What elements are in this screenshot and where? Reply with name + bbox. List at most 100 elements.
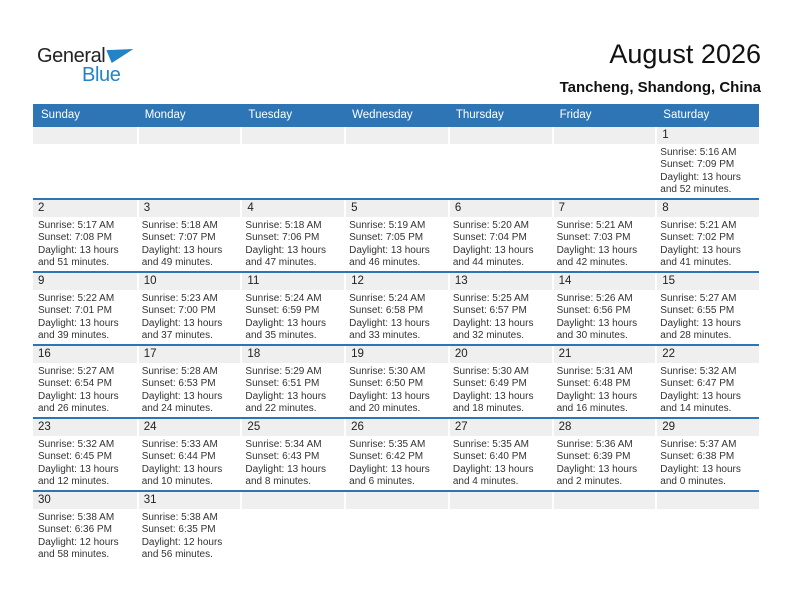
detail-line: Daylight: 13 hours [452, 317, 534, 329]
calendar-day-cell: 31 Sunrise: 5:38 AM Sunset: 6:35 PM Dayligh… [136, 492, 241, 563]
detail-line: Daylight: 13 hours [141, 463, 223, 475]
general-blue-logo: General Blue [37, 46, 134, 85]
weekday-header-thursday: Thursday [455, 108, 504, 121]
day-details: Sunrise: 5:35 AM Sunset: 6:42 PM Daylight:… [344, 436, 448, 489]
detail-line: Sunrise: 5:35 AM [349, 439, 426, 450]
detail-line: Sunrise: 5:18 AM [141, 220, 218, 231]
day-number: 18 [240, 346, 345, 363]
detail-line: Sunset: 6:36 PM [38, 524, 112, 536]
detail-line: and 26 minutes. [38, 403, 110, 415]
calendar-day-cell: 20 Sunrise: 5:30 AM Sunset: 6:49 PM Dayligh… [447, 346, 552, 417]
detail-line: and 33 minutes. [349, 330, 421, 342]
detail-line: and 32 minutes. [452, 330, 525, 342]
detail-line: and 56 minutes. [141, 549, 213, 561]
weekday-header-monday: Monday [144, 108, 186, 121]
calendar-empty-cell [551, 492, 656, 563]
weekday-header-row: Sunday Monday Tuesday Wednesday Thursday Frid… [33, 104, 759, 125]
day-details: Sunrise: 5:35 AM Sunset: 6:40 PM Daylight:… [448, 436, 552, 489]
detail-line: and 49 minutes. [141, 257, 213, 269]
day-details: Sunrise: 5:17 AM Sunset: 7:08 PM Daylight:… [33, 217, 137, 270]
day-details: Sunrise: 5:25 AM Sunset: 6:57 PM Daylight:… [448, 290, 552, 343]
day-details: Sunrise: 5:30 AM Sunset: 6:50 PM Daylight:… [344, 363, 448, 416]
detail-line: Daylight: 12 hours [38, 536, 119, 548]
detail-line: and 35 minutes. [245, 330, 317, 342]
detail-line: Daylight: 13 hours [556, 317, 638, 329]
day-details: Sunrise: 5:34 AM Sunset: 6:43 PM Daylight:… [240, 436, 344, 489]
detail-line: Daylight: 13 hours [349, 244, 430, 256]
calendar-day-cell: 19 Sunrise: 5:30 AM Sunset: 6:50 PM Dayligh… [344, 346, 448, 417]
day-details: Sunrise: 5:38 AM Sunset: 6:35 PM Daylight:… [137, 509, 241, 562]
detail-line: Daylight: 13 hours [452, 463, 534, 475]
detail-line: Daylight: 13 hours [452, 244, 534, 256]
day-details: Sunrise: 5:19 AM Sunset: 7:05 PM Daylight:… [344, 217, 448, 270]
day-number [655, 492, 759, 509]
detail-line: Daylight: 13 hours [245, 317, 327, 329]
detail-line: Sunrise: 5:27 AM [38, 366, 115, 377]
calendar-day-cell: 16 Sunrise: 5:27 AM Sunset: 6:54 PM Dayligh… [33, 346, 137, 417]
calendar-empty-cell [240, 492, 345, 563]
detail-line: and 4 minutes. [452, 476, 519, 488]
day-number: 1 [655, 127, 759, 144]
detail-line: Sunset: 6:58 PM [349, 305, 424, 317]
calendar-day-cell: 15 Sunrise: 5:27 AM Sunset: 6:55 PM Dayligh… [655, 273, 759, 344]
calendar-empty-cell [447, 127, 552, 198]
day-details: Sunrise: 5:38 AM Sunset: 6:36 PM Daylight:… [33, 509, 137, 562]
detail-line: Daylight: 13 hours [556, 390, 638, 402]
detail-line: Sunset: 6:42 PM [349, 451, 424, 463]
day-number: 13 [447, 273, 552, 290]
detail-line: Daylight: 13 hours [349, 390, 430, 402]
day-number: 26 [344, 419, 448, 436]
calendar-empty-cell [136, 127, 241, 198]
detail-line: Sunrise: 5:26 AM [556, 293, 633, 304]
week-row: 2 Sunrise: 5:17 AM Sunset: 7:08 PM Daylight… [33, 198, 759, 271]
detail-line: Sunset: 7:05 PM [349, 232, 424, 244]
detail-line: Daylight: 13 hours [245, 244, 327, 256]
weekday-header-saturday: Saturday [663, 108, 710, 121]
day-number [240, 492, 345, 509]
detail-line: Sunset: 6:54 PM [38, 378, 112, 390]
calendar-day-cell: 9 Sunrise: 5:22 AM Sunset: 7:01 PM Daylight… [33, 273, 137, 344]
detail-line: Sunrise: 5:31 AM [556, 366, 633, 377]
detail-line: and 8 minutes. [245, 476, 312, 488]
detail-line: Sunrise: 5:37 AM [660, 439, 737, 450]
detail-line: Sunset: 6:45 PM [38, 451, 112, 463]
calendar-day-cell: 4 Sunrise: 5:18 AM Sunset: 7:06 PM Daylight… [240, 200, 345, 271]
detail-line: Daylight: 13 hours [660, 317, 741, 329]
detail-line: and 51 minutes. [38, 257, 110, 269]
day-number: 23 [33, 419, 137, 436]
detail-line: Sunrise: 5:38 AM [38, 512, 115, 523]
detail-line: Sunset: 6:57 PM [452, 305, 527, 317]
detail-line: Sunrise: 5:32 AM [660, 366, 737, 377]
day-details: Sunrise: 5:16 AM Sunset: 7:09 PM Daylight:… [655, 144, 759, 197]
calendar-day-cell: 3 Sunrise: 5:18 AM Sunset: 7:07 PM Daylight… [136, 200, 241, 271]
calendar-empty-cell [33, 127, 137, 198]
day-number [447, 492, 552, 509]
detail-line: Daylight: 13 hours [141, 317, 223, 329]
detail-line: Sunset: 7:02 PM [660, 232, 735, 244]
day-details: Sunrise: 5:29 AM Sunset: 6:51 PM Daylight:… [240, 363, 344, 416]
day-details: Sunrise: 5:27 AM Sunset: 6:54 PM Daylight:… [33, 363, 137, 416]
detail-line: Sunset: 6:40 PM [452, 451, 527, 463]
day-details: Sunrise: 5:18 AM Sunset: 7:07 PM Daylight:… [137, 217, 241, 270]
weekday-header-wednesday: Wednesday [352, 108, 413, 121]
calendar-day-cell: 12 Sunrise: 5:24 AM Sunset: 6:58 PM Dayligh… [344, 273, 448, 344]
detail-line: Sunset: 6:39 PM [556, 451, 631, 463]
detail-line: Sunset: 6:59 PM [245, 305, 320, 317]
detail-line: Sunset: 7:07 PM [141, 232, 216, 244]
detail-line: Sunrise: 5:30 AM [452, 366, 529, 377]
detail-line: and 2 minutes. [556, 476, 623, 488]
detail-line: Daylight: 13 hours [349, 463, 430, 475]
day-details: Sunrise: 5:37 AM Sunset: 6:38 PM Daylight:… [655, 436, 759, 489]
detail-line: Daylight: 13 hours [349, 317, 430, 329]
detail-line: Sunrise: 5:29 AM [245, 366, 322, 377]
detail-line: Sunrise: 5:17 AM [38, 220, 115, 231]
day-number: 21 [551, 346, 656, 363]
day-number: 7 [551, 200, 656, 217]
day-number: 31 [136, 492, 241, 509]
detail-line: Daylight: 13 hours [141, 390, 223, 402]
detail-line: Sunrise: 5:38 AM [141, 512, 218, 523]
detail-line: Daylight: 13 hours [660, 390, 741, 402]
day-number: 20 [447, 346, 552, 363]
day-number: 6 [447, 200, 552, 217]
day-details: Sunrise: 5:32 AM Sunset: 6:47 PM Daylight:… [655, 363, 759, 416]
